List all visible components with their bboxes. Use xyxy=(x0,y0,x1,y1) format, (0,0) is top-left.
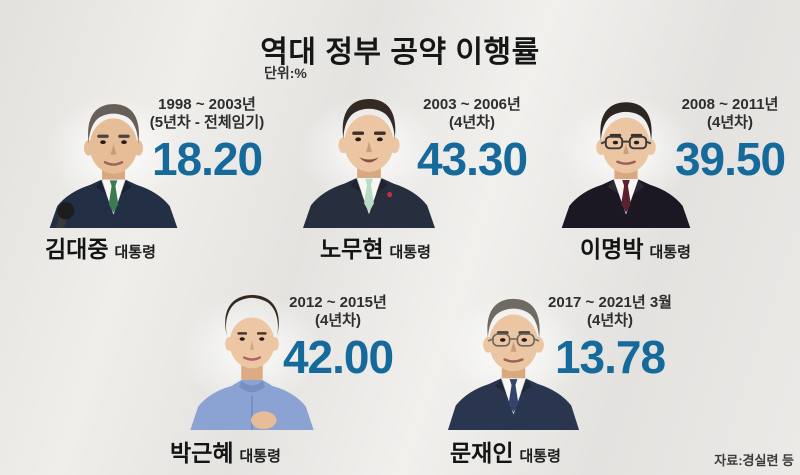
fulfillment-rate-value: 43.30 xyxy=(416,133,528,185)
photo-kim-dae-jung xyxy=(42,95,185,228)
president-name: 이명박 대통령 xyxy=(580,236,691,262)
photo-roh-moo-hyun xyxy=(293,95,445,228)
term-note: (5년차 - 전체임기) xyxy=(149,114,265,131)
unit-label: 단위:% xyxy=(264,65,307,81)
photo-lee-myung-bak xyxy=(554,95,698,228)
fulfillment-rate-value: 39.50 xyxy=(674,133,786,185)
president-name: 문재인 대통령 xyxy=(450,440,561,466)
data-source-credit: 자료:경실련 등 xyxy=(714,453,794,468)
president-name: 김대중 대통령 xyxy=(45,236,156,262)
term-note: (4년차) xyxy=(449,114,495,131)
glasses-icon xyxy=(487,333,540,347)
page-title: 역대 정부 공약 이행률 xyxy=(260,36,540,69)
photo-park-geun-hye xyxy=(176,293,328,430)
term-note: (4년차) xyxy=(315,312,361,329)
term-years: 2008 ~ 2011년 xyxy=(681,96,779,113)
glasses-icon xyxy=(600,135,652,150)
term-years: 2017 ~ 2021년 3월 xyxy=(548,294,672,311)
fulfillment-rate-value: 42.00 xyxy=(282,331,394,383)
president-info: 1998 ~ 2003년 (5년차 - 전체임기) 18.20 xyxy=(117,96,297,182)
president-info: 2008 ~ 2011년 (4년차) 39.50 xyxy=(640,96,800,182)
term-years: 2012 ~ 2015년 xyxy=(289,294,387,311)
president-name: 노무현 대통령 xyxy=(320,236,431,262)
term-note: (4년차) xyxy=(587,312,633,329)
fulfillment-rate-value: 13.78 xyxy=(554,331,666,383)
term-note: (4년차) xyxy=(707,114,753,131)
photo-moon-jae-in xyxy=(440,293,587,430)
president-info: 2012 ~ 2015년 (4년차) 42.00 xyxy=(248,294,428,380)
microphone-icon xyxy=(54,202,75,228)
term-years: 2003 ~ 2006년 xyxy=(423,96,521,113)
fulfillment-rate-value: 18.20 xyxy=(151,133,263,185)
term-years: 1998 ~ 2003년 xyxy=(158,96,256,113)
president-info: 2003 ~ 2006년 (4년차) 43.30 xyxy=(382,96,562,182)
president-info: 2017 ~ 2021년 3월 (4년차) 13.78 xyxy=(520,294,700,380)
president-name: 박근혜 대통령 xyxy=(170,440,281,466)
